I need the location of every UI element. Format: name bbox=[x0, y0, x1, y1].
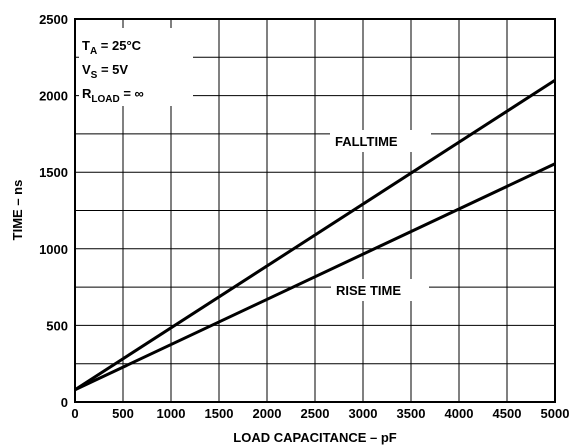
x-tick-label: 4500 bbox=[493, 406, 522, 421]
y-axis-title: TIME – ns bbox=[10, 180, 25, 241]
rise-time-label: RISE TIME bbox=[336, 283, 401, 298]
plot-frame bbox=[74, 18, 556, 403]
x-tick-label: 2500 bbox=[301, 406, 330, 421]
x-tick-label: 500 bbox=[112, 406, 134, 421]
fall-time-label: FALLTIME bbox=[335, 134, 398, 149]
x-tick-label: 1500 bbox=[205, 406, 234, 421]
condition-vs: VS = 5V bbox=[82, 62, 128, 81]
rise-time-line bbox=[74, 162, 556, 392]
x-tick-labels: 0 500 1000 1500 2000 2500 3000 3500 4000 4500 5000 bbox=[71, 406, 569, 421]
rise-time-label-bg bbox=[331, 279, 429, 301]
fall-time-label-bg bbox=[330, 130, 431, 152]
y-tick-labels: 0 500 1000 1500 2000 2500 bbox=[39, 12, 68, 410]
series-layer bbox=[74, 79, 556, 392]
condition-rload: RLOAD = ∞ bbox=[82, 86, 144, 105]
conditions-box-bg bbox=[79, 28, 193, 106]
x-tick-label: 4000 bbox=[445, 406, 474, 421]
y-tick-label: 0 bbox=[61, 395, 68, 410]
fall-time-line bbox=[74, 79, 556, 392]
x-axis-title: LOAD CAPACITANCE – pF bbox=[233, 430, 397, 445]
y-tick-label: 2000 bbox=[39, 89, 68, 104]
x-tick-label: 3500 bbox=[397, 406, 426, 421]
x-tick-label: 0 bbox=[71, 406, 78, 421]
y-tick-label: 2500 bbox=[39, 12, 68, 27]
y-tick-label: 1500 bbox=[39, 165, 68, 180]
y-tick-label: 1000 bbox=[39, 242, 68, 257]
x-tick-label: 1000 bbox=[157, 406, 186, 421]
condition-ta: TA = 25°C bbox=[82, 38, 142, 57]
x-tick-label: 5000 bbox=[541, 406, 570, 421]
x-tick-label: 2000 bbox=[253, 406, 282, 421]
y-tick-label: 500 bbox=[46, 318, 68, 333]
x-tick-label: 3000 bbox=[349, 406, 378, 421]
